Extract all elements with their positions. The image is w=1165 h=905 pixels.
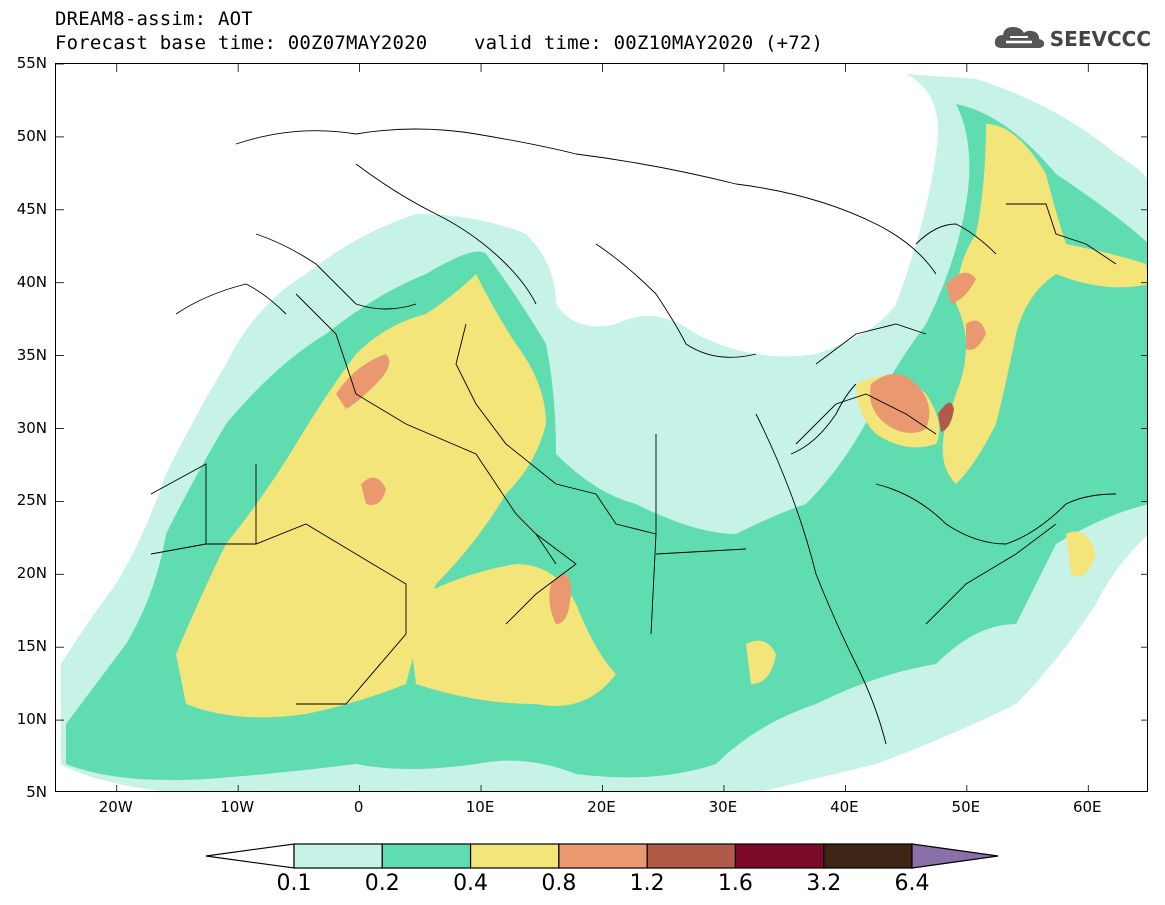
aot-band-brown xyxy=(938,402,954,432)
colorbar xyxy=(206,843,999,869)
lat-label: 30N xyxy=(16,418,47,437)
lat-label: 40N xyxy=(16,272,47,291)
map-panel xyxy=(55,63,1148,792)
aot-map xyxy=(56,64,1147,791)
lat-label: 55N xyxy=(16,54,47,72)
colorbar-label: 1.2 xyxy=(629,871,665,896)
aot-band-yellow xyxy=(176,274,546,718)
aot-band-orange-6 xyxy=(966,320,986,350)
cloud-icon xyxy=(992,22,1046,56)
lat-label: 45N xyxy=(16,199,47,218)
aot-band-orange-2 xyxy=(361,477,386,505)
aot-band-yellow-3 xyxy=(942,124,1147,484)
aot-band-orange-3 xyxy=(549,574,571,624)
lon-label: 60E xyxy=(1072,798,1102,816)
aot-band-yellow-6 xyxy=(746,640,776,684)
lat-label: 15N xyxy=(16,637,47,656)
aot-band-orange xyxy=(336,354,390,409)
colorbar-label: 3.2 xyxy=(806,871,842,896)
aot-band-yellow-5 xyxy=(1066,531,1096,577)
colorbar-min-arrow xyxy=(206,843,295,869)
aot-band-orange-5 xyxy=(946,272,976,304)
colorbar-label: 0.1 xyxy=(276,871,312,896)
lon-label: 10W xyxy=(220,798,255,816)
country-borders xyxy=(150,128,1117,745)
colorbar-cell xyxy=(469,843,560,869)
forecast-time-line: Forecast base time: 00Z07MAY2020 valid t… xyxy=(55,32,824,54)
colorbar-label: 0.4 xyxy=(453,871,489,896)
lat-label: 25N xyxy=(16,491,47,510)
aot-contours xyxy=(61,74,1147,791)
lat-label: 35N xyxy=(16,345,47,364)
colorbar-cell xyxy=(646,843,737,869)
colorbar-label: 0.2 xyxy=(364,871,400,896)
seevccc-logo: SEEVCCC xyxy=(992,24,1151,54)
lon-label: 20E xyxy=(587,798,616,816)
colorbar-label: 0.8 xyxy=(541,871,577,896)
colorbar-cell xyxy=(381,843,472,869)
lon-label: 10E xyxy=(465,798,495,816)
colorbar-cell xyxy=(823,843,913,869)
colorbar-label: 6.4 xyxy=(894,871,930,896)
aot-band-orange-4 xyxy=(870,374,930,433)
lat-label: 5N xyxy=(26,783,47,801)
lon-label: 40E xyxy=(830,798,859,816)
lat-label: 10N xyxy=(16,710,47,729)
lon-label: 30E xyxy=(708,798,738,816)
lon-label: 50E xyxy=(951,798,981,816)
lon-label: 20W xyxy=(98,798,133,816)
lat-label: 20N xyxy=(16,564,47,583)
lat-lon-grid xyxy=(56,64,1147,791)
colorbar-cell xyxy=(558,843,648,869)
colorbar-max-arrow xyxy=(911,843,999,869)
colorbar-cell xyxy=(734,843,825,869)
colorbar-label: 1.6 xyxy=(717,871,753,896)
map-title: DREAM8-assim: AOT xyxy=(55,8,253,30)
lat-label: 50N xyxy=(16,126,47,145)
colorbar-cell xyxy=(293,843,383,869)
logo-text: SEEVCCC xyxy=(1049,27,1151,51)
lon-label: 0 xyxy=(353,798,364,816)
